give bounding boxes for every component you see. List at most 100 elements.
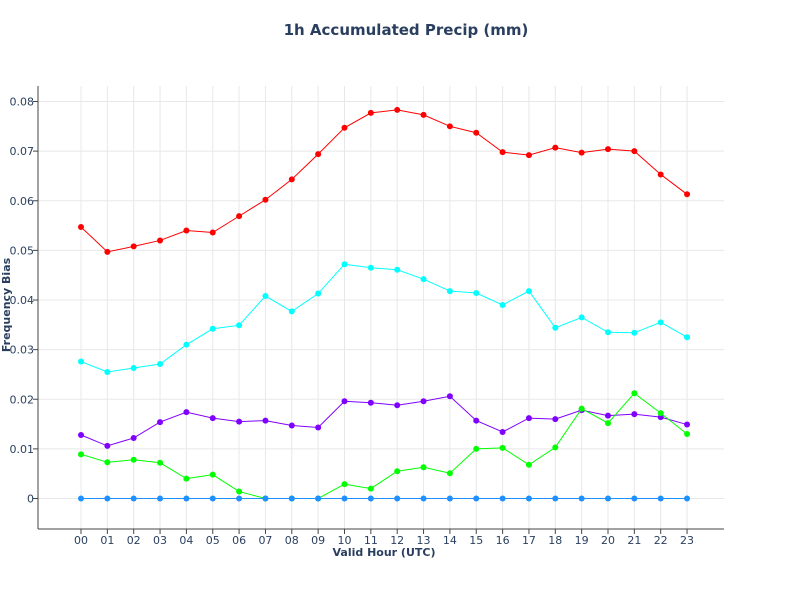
- data-point: [525, 495, 532, 502]
- data-point: [446, 123, 453, 130]
- data-point: [473, 290, 480, 297]
- data-point: [684, 430, 691, 437]
- data-point: [394, 468, 401, 475]
- data-point: [157, 237, 164, 244]
- data-point: [605, 329, 611, 336]
- y-tick-label: 0.08: [10, 96, 35, 109]
- data-point: [552, 324, 559, 331]
- x-tick-label: 18: [548, 534, 562, 547]
- x-tick-label: 21: [627, 534, 641, 547]
- data-point: [78, 358, 84, 365]
- data-point: [578, 495, 585, 502]
- x-tick-label: 14: [443, 534, 457, 547]
- data-point: [394, 266, 401, 273]
- data-point: [684, 334, 691, 341]
- data-point: [288, 308, 295, 315]
- grid: [38, 86, 724, 529]
- data-point: [499, 444, 506, 451]
- x-tick-label: 02: [127, 534, 141, 547]
- x-tick-label: 22: [654, 534, 668, 547]
- data-point: [341, 481, 348, 488]
- x-tick-label: 07: [258, 534, 272, 547]
- data-point: [367, 399, 374, 406]
- data-point: [104, 248, 111, 255]
- series-2: [78, 261, 691, 375]
- data-point: [341, 398, 348, 405]
- data-point: [605, 420, 611, 427]
- data-point: [341, 261, 348, 268]
- data-point: [209, 471, 216, 478]
- data-point: [631, 390, 638, 397]
- data-point: [525, 152, 532, 159]
- data-point: [130, 364, 137, 371]
- data-point: [130, 495, 137, 502]
- data-point: [262, 196, 269, 203]
- data-point: [130, 243, 137, 250]
- data-point: [473, 129, 480, 136]
- x-tick-label: 23: [680, 534, 694, 547]
- data-point: [367, 109, 374, 116]
- data-point: [209, 229, 216, 236]
- y-tick-label: 0.02: [10, 393, 35, 406]
- y-tick-label: 0: [27, 493, 34, 506]
- data-point: [525, 288, 532, 295]
- data-point: [209, 415, 216, 422]
- data-point: [183, 409, 190, 416]
- data-point: [394, 495, 401, 502]
- x-tick-label: 16: [496, 534, 510, 547]
- data-point: [288, 495, 295, 502]
- y-tick-label: 0.07: [10, 145, 35, 158]
- data-point: [157, 459, 164, 466]
- x-tick-label: 09: [311, 534, 325, 547]
- data-point: [236, 322, 243, 329]
- series-5: [78, 495, 691, 502]
- data-point: [605, 495, 611, 502]
- y-tick-label: 0.03: [10, 344, 35, 357]
- x-tick-label: 01: [100, 534, 114, 547]
- data-point: [262, 293, 269, 300]
- data-point: [104, 495, 111, 502]
- data-point: [631, 329, 638, 336]
- x-tick-label: 20: [601, 534, 615, 547]
- data-point: [367, 495, 374, 502]
- data-point: [657, 410, 664, 417]
- y-tick-label: 0.06: [10, 195, 35, 208]
- data-point: [499, 301, 506, 308]
- x-tick-label: 05: [206, 534, 220, 547]
- data-point: [394, 106, 401, 113]
- data-point: [657, 171, 664, 178]
- data-point: [631, 411, 638, 418]
- data-point: [236, 488, 243, 495]
- data-point: [473, 417, 480, 424]
- data-point: [104, 442, 111, 449]
- y-axis-title: Frequency Bias: [0, 257, 13, 352]
- data-point: [578, 149, 585, 156]
- data-point: [446, 393, 453, 400]
- data-point: [183, 341, 190, 348]
- data-point: [578, 314, 585, 321]
- data-point: [183, 475, 190, 482]
- data-point: [78, 495, 84, 502]
- y-tick-label: 0.04: [10, 294, 35, 307]
- x-tick-label: 04: [179, 534, 193, 547]
- x-tick-label: 12: [390, 534, 404, 547]
- data-point: [367, 485, 374, 492]
- tick-labels: 0 0.01 0.02 0.03 0.04 0.05 0.06 0.07 0.08 00 01 02 0…: [10, 96, 695, 548]
- data-point: [525, 461, 532, 468]
- data-point: [78, 431, 84, 438]
- series-1: [78, 106, 691, 255]
- data-point: [420, 495, 427, 502]
- data-point: [473, 495, 480, 502]
- data-point: [78, 224, 84, 231]
- data-point: [236, 495, 243, 502]
- data-point: [446, 470, 453, 477]
- y-tick-label: 0.01: [10, 443, 35, 456]
- data-point: [525, 415, 532, 422]
- x-tick-label: 06: [232, 534, 246, 547]
- data-point: [288, 422, 295, 429]
- x-tick-label: 11: [364, 534, 378, 547]
- data-point: [236, 213, 243, 220]
- data-point: [473, 445, 480, 452]
